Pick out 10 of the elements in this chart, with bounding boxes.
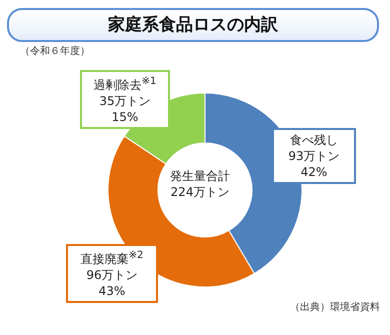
data-label: 35万トン 15% (98, 93, 152, 125)
chart-title: 家庭系食品ロスの内訳 (7, 8, 379, 42)
data-label: 96万トン 43% (85, 267, 139, 299)
slice-label: 直接廃棄$^{※2}$ (80, 249, 144, 267)
chart-subtitle: （令和６年度） (20, 44, 90, 58)
slice-label: 食べ残し (289, 132, 339, 148)
data-label: 93万トン 42% (287, 148, 341, 180)
text: 発生量合計 224万トン (169, 168, 231, 200)
text: （出典）環境省資料 (290, 300, 380, 314)
slice-label: 過剰除去$^{※1}$ (92, 75, 158, 93)
